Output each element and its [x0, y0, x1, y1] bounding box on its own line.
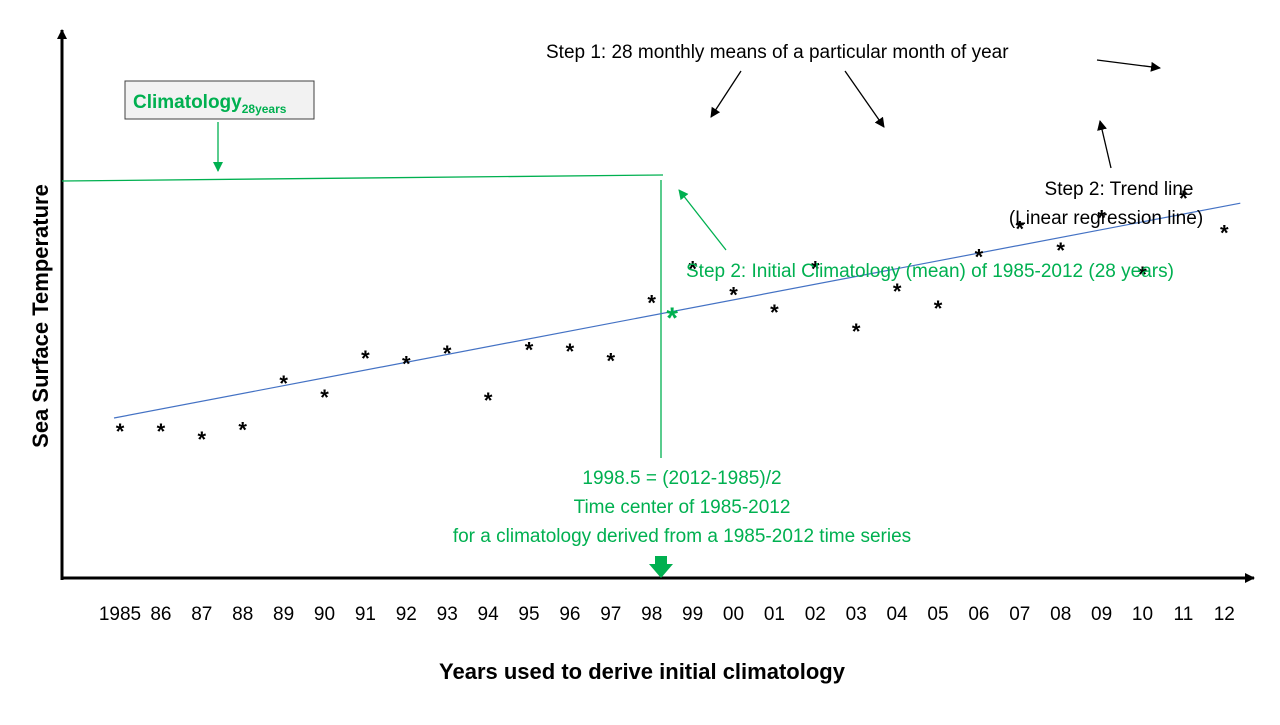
svg-text:Climatology28years: Climatology28years: [133, 92, 287, 116]
data-point: *: [852, 319, 861, 344]
step1-arrow-right: [1096, 59, 1161, 72]
data-point: *: [975, 245, 984, 270]
climatology-line: [61, 174, 664, 182]
data-point: *: [484, 388, 493, 413]
x-tick-label: 91: [355, 604, 376, 625]
x-tick-label: 07: [1009, 604, 1030, 625]
x-tick-label: 11: [1174, 604, 1194, 625]
data-point: *: [811, 257, 820, 282]
data-point: *: [688, 256, 697, 281]
data-point: *: [1179, 186, 1188, 211]
data-point: *: [607, 349, 616, 374]
data-point: *: [279, 371, 288, 396]
step2-trend-arrow: [1097, 120, 1112, 169]
climatology-subscript: 28years: [242, 102, 287, 116]
x-tick-label: 89: [273, 604, 294, 625]
data-point: *: [238, 417, 247, 442]
data-point: *: [361, 346, 370, 371]
data-point: *: [1138, 262, 1147, 287]
data-point: *: [770, 300, 779, 325]
x-tick-label: 03: [846, 604, 867, 625]
data-point: *: [893, 279, 902, 304]
step1-arrow-left: [710, 70, 742, 118]
x-tick-label: 92: [396, 604, 417, 625]
x-tick-label: 96: [559, 604, 580, 625]
trend-line: [113, 202, 1241, 419]
x-tick-label: 04: [887, 604, 909, 625]
climatology-label: Climatology: [133, 92, 242, 113]
data-point: *: [198, 427, 207, 452]
x-tick-label: 98: [641, 604, 662, 625]
data-point: *: [1097, 206, 1106, 231]
data-point: *: [116, 419, 125, 444]
x-tick-label: 12: [1214, 604, 1235, 625]
x-axis-title: Years used to derive initial climatology: [439, 659, 846, 684]
data-point: *: [729, 282, 738, 307]
data-point: *: [1220, 221, 1229, 246]
step1-arrow-mid: [844, 70, 885, 128]
x-tick-label: 10: [1132, 604, 1153, 625]
step2-trend-annotation-line2: (Linear regression line): [1009, 208, 1203, 229]
data-point: *: [1016, 216, 1025, 241]
data-point: *: [647, 290, 656, 315]
x-tick-label: 97: [600, 604, 621, 625]
data-point: *: [402, 352, 411, 377]
x-tick-label: 86: [150, 604, 171, 625]
center-annotation-line3: for a climatology derived from a 1985-20…: [453, 526, 911, 547]
x-tick-label: 94: [478, 604, 500, 625]
step1-annotation: Step 1: 28 monthly means of a particular…: [546, 42, 1009, 63]
data-point: *: [157, 419, 166, 444]
data-point: *: [566, 339, 575, 364]
x-tick-label: 93: [437, 604, 458, 625]
climatology-point: *: [666, 302, 678, 335]
x-tick-label: 02: [805, 604, 826, 625]
x-tick-label: 01: [764, 604, 785, 625]
x-tick-label: 90: [314, 604, 335, 625]
step2-initial-annotation: Step 2: Initial Climatology (mean) of 19…: [686, 261, 1174, 282]
center-annotation-line1: 1998.5 = (2012-1985)/2: [582, 468, 781, 489]
x-tick-label: 00: [723, 604, 744, 625]
data-point: *: [525, 337, 534, 362]
x-tick-label: 87: [191, 604, 212, 625]
climatology-label-box: Climatology28years: [124, 80, 315, 120]
y-axis-title: Sea Surface Temperature: [28, 184, 53, 448]
x-tick-label: 99: [682, 604, 703, 625]
step2-initial-arrow: [678, 189, 727, 251]
x-tick-label: 95: [518, 604, 539, 625]
time-center-arrow-icon: [649, 556, 673, 578]
x-tick-label: 05: [927, 604, 948, 625]
x-tick-label: 1985: [99, 604, 141, 625]
data-point: *: [934, 296, 943, 321]
data-point: *: [320, 385, 329, 410]
data-point: *: [443, 341, 452, 366]
center-annotation-line2: Time center of 1985-2012: [574, 497, 791, 518]
data-point: *: [1056, 238, 1065, 263]
x-tick-label: 06: [968, 604, 989, 625]
step2-trend-annotation-line1: Step 2: Trend line: [1045, 179, 1194, 200]
x-tick-label: 09: [1091, 604, 1112, 625]
x-tick-label: 08: [1050, 604, 1071, 625]
x-tick-label: 88: [232, 604, 253, 625]
